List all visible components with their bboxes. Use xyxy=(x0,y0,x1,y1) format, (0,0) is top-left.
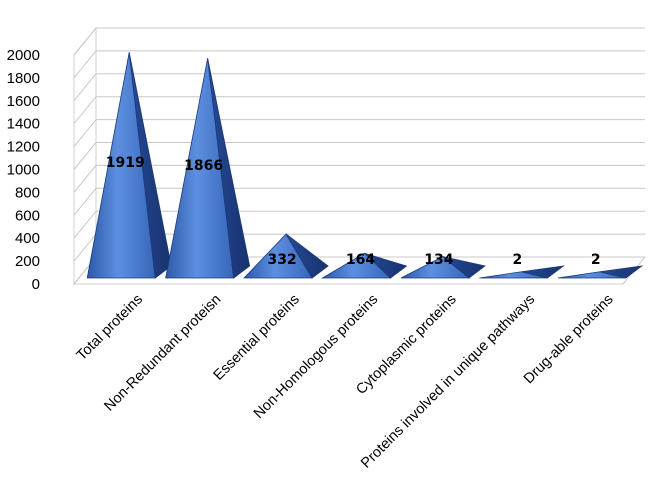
data-label: 164 xyxy=(346,252,375,268)
gridline xyxy=(73,27,645,56)
pyramid-bar xyxy=(165,58,251,279)
pyramid-side-face xyxy=(128,52,172,279)
data-labels: 1919 1866 332 164 134 2 2 xyxy=(106,155,601,268)
y-tick-label: 200 xyxy=(15,253,40,270)
y-tick-label: 2000 xyxy=(7,47,40,64)
y-tick-label: 600 xyxy=(15,207,40,224)
data-label: 2 xyxy=(591,252,601,268)
data-label: 1919 xyxy=(106,155,145,171)
pyramid-side-face xyxy=(599,265,644,279)
category-label: Drug-able proteins xyxy=(521,292,617,388)
category-label: Total proteins xyxy=(74,292,146,364)
pyramid-side-face xyxy=(285,233,329,279)
pyramid-bar xyxy=(479,265,565,279)
data-label: 2 xyxy=(512,252,522,268)
gridline xyxy=(73,73,645,102)
gridline xyxy=(73,96,645,125)
pyramid-bar xyxy=(321,252,408,279)
y-tick-label: 1600 xyxy=(7,93,40,110)
y-tick-label: 1400 xyxy=(7,116,40,133)
gridline xyxy=(73,142,645,170)
y-tick-label: 1800 xyxy=(7,70,40,87)
pyramid-bar xyxy=(400,256,486,279)
pyramid-bar xyxy=(86,52,172,279)
pyramid-side-face xyxy=(364,252,408,279)
y-tick-label: 1200 xyxy=(7,139,40,156)
data-label: 134 xyxy=(424,252,453,268)
y-tick-label: 1000 xyxy=(7,162,40,179)
pyramid-bars xyxy=(86,52,644,279)
pyramid-side-face xyxy=(521,265,565,279)
pyramid-side-face xyxy=(207,58,251,279)
y-tick-label: 400 xyxy=(15,230,40,247)
pyramid-bar xyxy=(243,233,329,279)
gridline xyxy=(73,119,645,147)
category-label: Proteins involved in unique pathways xyxy=(358,292,538,472)
y-tick-label: 0 xyxy=(32,276,40,293)
pyramid-bar xyxy=(557,265,644,279)
data-label: 332 xyxy=(267,252,296,268)
category-label: Non-Homologous proteins xyxy=(251,292,381,422)
gridline xyxy=(73,187,645,216)
category-label: Essential proteins xyxy=(211,292,303,384)
gridline xyxy=(73,164,645,193)
data-label: 1866 xyxy=(184,158,223,174)
gridline xyxy=(73,210,645,239)
y-axis-ticks: 0 200 400 600 800 1000 1200 1400 1600 1800 2000 xyxy=(7,47,40,293)
pyramid-side-face xyxy=(442,256,486,279)
gridline xyxy=(73,50,645,79)
y-tick-label: 800 xyxy=(15,184,40,201)
